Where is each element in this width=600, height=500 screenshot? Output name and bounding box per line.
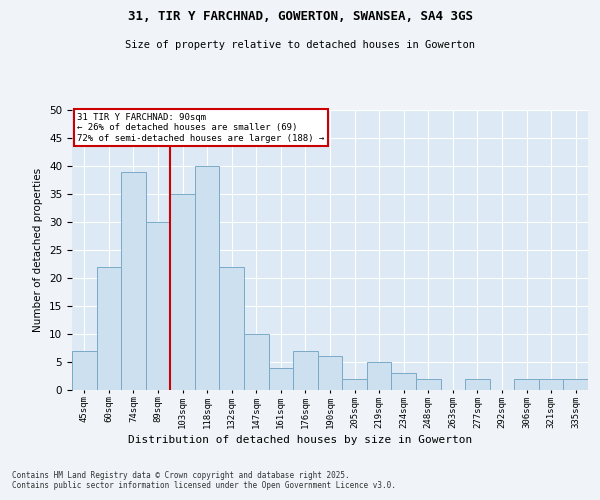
Bar	[563, 379, 588, 390]
Bar	[195, 166, 220, 390]
Bar	[391, 373, 416, 390]
Bar	[269, 368, 293, 390]
Bar	[146, 222, 170, 390]
Bar	[514, 379, 539, 390]
Text: Distribution of detached houses by size in Gowerton: Distribution of detached houses by size …	[128, 435, 472, 445]
Text: 31 TIR Y FARCHNAD: 90sqm
← 26% of detached houses are smaller (69)
72% of semi-d: 31 TIR Y FARCHNAD: 90sqm ← 26% of detach…	[77, 113, 325, 142]
Bar	[244, 334, 269, 390]
Bar	[293, 351, 318, 390]
Bar	[342, 379, 367, 390]
Bar	[170, 194, 195, 390]
Text: Contains HM Land Registry data © Crown copyright and database right 2025.
Contai: Contains HM Land Registry data © Crown c…	[12, 470, 396, 490]
Bar	[318, 356, 342, 390]
Bar	[121, 172, 146, 390]
Bar	[97, 267, 121, 390]
Y-axis label: Number of detached properties: Number of detached properties	[34, 168, 43, 332]
Bar	[539, 379, 563, 390]
Text: Size of property relative to detached houses in Gowerton: Size of property relative to detached ho…	[125, 40, 475, 50]
Bar	[416, 379, 440, 390]
Bar	[465, 379, 490, 390]
Text: 31, TIR Y FARCHNAD, GOWERTON, SWANSEA, SA4 3GS: 31, TIR Y FARCHNAD, GOWERTON, SWANSEA, S…	[128, 10, 473, 23]
Bar	[72, 351, 97, 390]
Bar	[220, 267, 244, 390]
Bar	[367, 362, 391, 390]
